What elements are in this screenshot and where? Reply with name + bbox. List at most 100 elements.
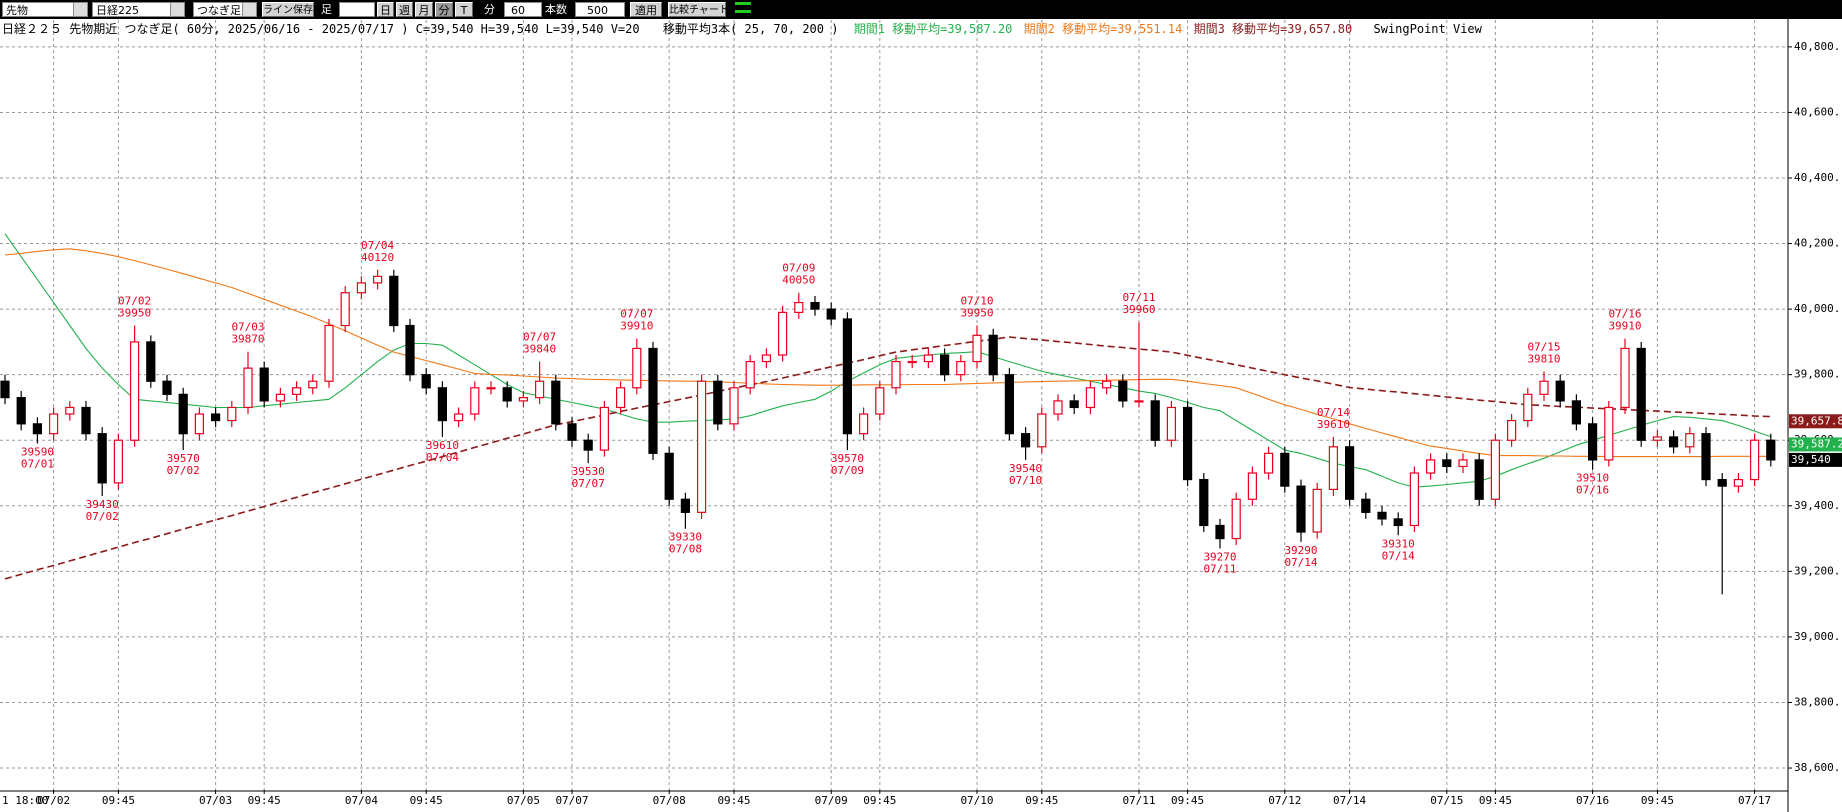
swing-label: 07/04 bbox=[361, 239, 394, 252]
x-tick-label: 07/07 bbox=[555, 794, 588, 807]
candle-body bbox=[1263, 452, 1274, 474]
candle-body bbox=[162, 380, 172, 395]
swing-label: 39540 bbox=[1009, 462, 1042, 475]
swing-label: 39430 bbox=[86, 498, 119, 511]
y-tick-label: 40,800. bbox=[1794, 40, 1840, 53]
candle-body bbox=[615, 387, 626, 409]
candle-body bbox=[502, 387, 512, 402]
candle-body bbox=[1555, 380, 1565, 402]
candle-body bbox=[648, 347, 658, 454]
candle-body bbox=[1118, 380, 1128, 402]
swing-label: 39610 bbox=[1317, 418, 1350, 431]
day-button[interactable]: 日 bbox=[377, 2, 394, 17]
swing-label: 39950 bbox=[960, 307, 993, 320]
candle-body bbox=[275, 393, 285, 402]
candle-body bbox=[777, 311, 788, 356]
price-tag-label: 39,587.2 bbox=[1791, 437, 1842, 450]
count-input[interactable]: 500 bbox=[575, 2, 625, 17]
swing-label: 07/08 bbox=[669, 543, 702, 556]
swing-label: 39570 bbox=[167, 452, 200, 465]
swing-label: 39960 bbox=[1122, 303, 1155, 316]
y-tick-label: 40,600. bbox=[1794, 105, 1840, 118]
x-tick-label: 07/03 bbox=[199, 794, 232, 807]
price-tag bbox=[1789, 452, 1842, 467]
swing-label: 39290 bbox=[1284, 544, 1317, 557]
candle-body bbox=[1215, 524, 1225, 540]
candle-body bbox=[956, 360, 966, 376]
swing-label: 39810 bbox=[1527, 352, 1560, 365]
candle-body bbox=[356, 282, 366, 294]
swing-label: 07/16 bbox=[1608, 308, 1641, 321]
swing-label: 07/02 bbox=[167, 464, 200, 477]
candle-body bbox=[470, 387, 480, 415]
swing-label: 39570 bbox=[831, 452, 864, 465]
week-button[interactable]: 週 bbox=[396, 2, 413, 17]
y-tick-label: 38,800. bbox=[1794, 695, 1840, 708]
candle-body bbox=[340, 292, 350, 327]
candle-body bbox=[664, 452, 674, 500]
x-tick-label: 07/09 bbox=[815, 794, 848, 807]
candle-body bbox=[826, 308, 836, 320]
plot-layer: 3959007/013943007/0207/02399503957007/02… bbox=[0, 233, 1776, 595]
candle-body bbox=[1361, 498, 1371, 513]
swing-label: 39910 bbox=[1608, 320, 1641, 333]
price-tag bbox=[1789, 414, 1842, 429]
candle-body bbox=[1150, 400, 1160, 441]
month-button[interactable]: 月 bbox=[415, 2, 433, 17]
candle-body bbox=[891, 360, 901, 389]
candle-body bbox=[32, 423, 43, 435]
candle-body bbox=[1620, 347, 1630, 409]
x-tick-label: 09:45 bbox=[410, 794, 443, 807]
y-tick-label: 38,600. bbox=[1794, 761, 1840, 774]
swing-label: 07/14 bbox=[1284, 556, 1317, 569]
candle-body bbox=[745, 360, 755, 389]
interval-input[interactable]: 60 bbox=[504, 2, 542, 17]
swing-label: 07/10 bbox=[1009, 474, 1042, 487]
candle-body bbox=[1069, 400, 1079, 409]
bar-input[interactable] bbox=[339, 2, 375, 17]
candle-body bbox=[1312, 488, 1322, 533]
candle-body bbox=[551, 380, 561, 425]
candle-body bbox=[1685, 433, 1695, 448]
candle-body bbox=[1199, 478, 1209, 527]
candle-body bbox=[1101, 380, 1112, 389]
candle-body bbox=[1717, 478, 1727, 487]
moving-average bbox=[4, 336, 1771, 580]
swing-label: 39530 bbox=[572, 465, 605, 478]
candle-body bbox=[729, 387, 739, 425]
ma-legend: 期間3 移動平均=39,657.80 bbox=[1194, 22, 1353, 36]
minute-button[interactable]: 分 bbox=[435, 2, 453, 17]
candle-body bbox=[1490, 439, 1501, 500]
swing-label: 07/09 bbox=[782, 262, 815, 275]
swing-label: 07/07 bbox=[523, 331, 556, 344]
menu-icon[interactable] bbox=[735, 2, 751, 13]
compare-button[interactable]: 比較チャート bbox=[668, 2, 729, 17]
candle-body bbox=[923, 354, 934, 363]
symbol-select[interactable]: 日経225 bbox=[92, 2, 185, 17]
x-tick-label: 09:45 bbox=[248, 794, 281, 807]
candle-body bbox=[259, 367, 269, 402]
axis-layer: 38,600.38,800.39,000.39,200.39,400.39,60… bbox=[37, 40, 1842, 807]
y-tick-label: 40,000. bbox=[1794, 302, 1840, 315]
swing-label: 07/04 bbox=[426, 451, 459, 464]
tick-button[interactable]: T bbox=[455, 2, 473, 17]
candle-body bbox=[632, 347, 642, 389]
save-button[interactable]: ライン保存 bbox=[262, 2, 314, 17]
candle-body bbox=[1328, 446, 1339, 491]
swing-label: 07/07 bbox=[620, 308, 653, 321]
swing-label: 39870 bbox=[231, 333, 264, 346]
view-label: SwingPoint View bbox=[1374, 22, 1483, 36]
candle-body bbox=[696, 380, 707, 513]
candle-body bbox=[1085, 387, 1096, 409]
candle-body bbox=[1571, 400, 1582, 425]
y-tick-label: 39,000. bbox=[1794, 630, 1840, 643]
market-select[interactable]: 先物 bbox=[2, 2, 88, 17]
y-tick-label: 40,200. bbox=[1794, 237, 1840, 250]
mode-select[interactable]: つなぎ足 bbox=[193, 2, 257, 17]
apply-button[interactable]: 適用 bbox=[630, 2, 662, 17]
moving-average bbox=[4, 233, 1771, 488]
candle-body bbox=[81, 406, 91, 435]
candle-body bbox=[1247, 472, 1258, 500]
candle-body bbox=[308, 380, 318, 389]
